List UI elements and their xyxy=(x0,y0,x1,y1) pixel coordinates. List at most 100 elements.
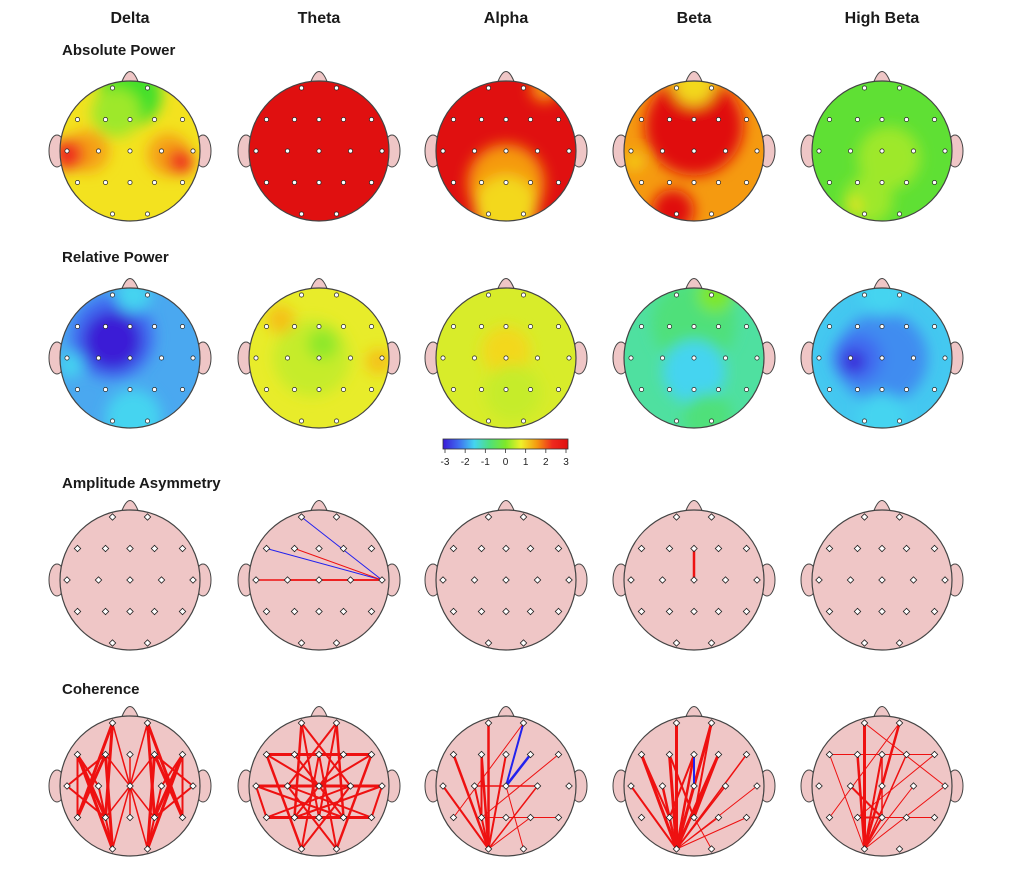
electrode-F7 xyxy=(451,324,456,329)
electrode-O2 xyxy=(519,845,528,853)
electrode-C3 xyxy=(283,782,292,790)
electrode-F4 xyxy=(526,750,535,759)
connection-Fp1-Pz xyxy=(300,722,320,819)
electrode-Cz xyxy=(502,782,510,790)
electrode-P3 xyxy=(103,180,108,185)
electrode-Fp1 xyxy=(110,292,115,298)
electrode-Fp2 xyxy=(707,513,716,521)
electrode-F7 xyxy=(637,750,646,759)
electrode-Cz xyxy=(315,782,323,790)
electrode-T3 xyxy=(628,355,634,361)
electrode-T4 xyxy=(190,355,196,361)
electrode-O2 xyxy=(143,845,152,853)
electrode-C4 xyxy=(348,355,353,361)
electrode-T4 xyxy=(565,576,573,584)
connection-Fp2-Pz xyxy=(693,722,713,819)
power-blob xyxy=(857,126,921,190)
electrode-O1 xyxy=(110,418,115,424)
electrode-O2 xyxy=(143,639,152,647)
electrode-P4 xyxy=(716,180,721,185)
power-blob xyxy=(116,288,151,313)
electrode-Cz xyxy=(879,148,885,154)
power-blobs xyxy=(833,288,928,428)
electrode-O1 xyxy=(672,639,681,647)
electrode-C4 xyxy=(348,148,353,154)
electrode-P3 xyxy=(855,387,860,392)
connection-F7-C3 xyxy=(76,753,100,787)
electrode-F8 xyxy=(556,117,561,122)
electrode-Pz xyxy=(503,387,509,392)
electrode-T6 xyxy=(180,180,185,185)
connection-F7-O1 xyxy=(829,754,865,850)
connection-Fp2-Pz xyxy=(318,722,338,819)
electrode-T3 xyxy=(815,782,823,790)
electrode-T3 xyxy=(440,355,446,361)
power-blob xyxy=(861,288,903,316)
connection-P4-O1 xyxy=(676,817,719,850)
electrode-F8 xyxy=(369,324,374,329)
electrode-T3 xyxy=(816,148,822,154)
connection-Fp2-Cz xyxy=(505,722,525,787)
electrode-F3 xyxy=(665,544,674,553)
electrode-F4 xyxy=(528,117,533,122)
colorbar: -3 -2 -1 0 1 2 3 xyxy=(441,438,569,468)
electrode-C3 xyxy=(658,782,667,790)
electrode-Pz xyxy=(502,813,510,822)
connection-Fp1-C4 xyxy=(300,722,352,787)
power-blob xyxy=(91,88,141,137)
electrode-Fp1 xyxy=(674,292,679,298)
colorbar-gradient xyxy=(442,438,569,450)
row-labels: Absolute Power Relative Power Amplitude … xyxy=(62,42,221,698)
connection-F7-O1 xyxy=(265,753,303,851)
electrode-P4 xyxy=(339,607,348,616)
electrode-T5 xyxy=(825,813,834,822)
power-blob xyxy=(530,81,559,102)
head-relative-power-theta xyxy=(237,278,401,429)
electrode-T6 xyxy=(367,813,376,822)
electrode-P4 xyxy=(714,607,723,616)
power-blob xyxy=(266,305,295,334)
electrode-Fp1 xyxy=(484,719,493,727)
electrode-Fz xyxy=(878,544,886,553)
connection-Fp2-P4 xyxy=(335,721,345,819)
connection-F3-O1 xyxy=(104,753,114,851)
colorbar-tick-label: 1 xyxy=(523,457,529,468)
electrode-Fp2 xyxy=(897,292,902,298)
electrode-P3 xyxy=(477,607,486,616)
connection-F7-O1 xyxy=(76,753,114,851)
electrode-T5 xyxy=(825,607,834,616)
electrode-F4 xyxy=(339,750,348,759)
electrode-F7 xyxy=(637,544,646,553)
electrode-O2 xyxy=(897,211,902,217)
electrode-Fp1 xyxy=(108,719,117,727)
electrode-C4 xyxy=(909,782,918,790)
electrode-F8 xyxy=(180,117,185,122)
electrode-Pz xyxy=(690,607,698,616)
connection-F3-O1 xyxy=(856,753,866,851)
electrode-Cz xyxy=(691,148,697,154)
electrode-O2 xyxy=(895,639,904,647)
colorbar-tick-label: -2 xyxy=(461,457,470,468)
electrode-Fz xyxy=(878,750,886,759)
band-header-beta: Beta xyxy=(677,10,712,27)
electrode-O1 xyxy=(108,845,117,853)
electrode-F4 xyxy=(714,544,723,553)
electrode-P4 xyxy=(528,387,533,392)
electrode-T4 xyxy=(565,782,573,790)
electrode-P4 xyxy=(152,180,157,185)
electrode-Cz xyxy=(316,355,322,361)
colorbar-tick-label: -3 xyxy=(441,457,450,468)
electrode-Fz xyxy=(690,750,698,759)
electrode-C3 xyxy=(472,355,477,361)
electrode-F8 xyxy=(554,544,563,553)
electrodes xyxy=(439,513,573,647)
electrode-F3 xyxy=(479,324,484,329)
electrode-O2 xyxy=(332,639,341,647)
electrode-Pz xyxy=(690,813,698,822)
electrode-Fp1 xyxy=(860,719,869,727)
electrode-O1 xyxy=(674,418,679,424)
electrode-O2 xyxy=(145,418,150,424)
electrode-F4 xyxy=(150,750,159,759)
electrodes xyxy=(627,719,761,853)
connection-F7-Cz xyxy=(265,753,320,787)
